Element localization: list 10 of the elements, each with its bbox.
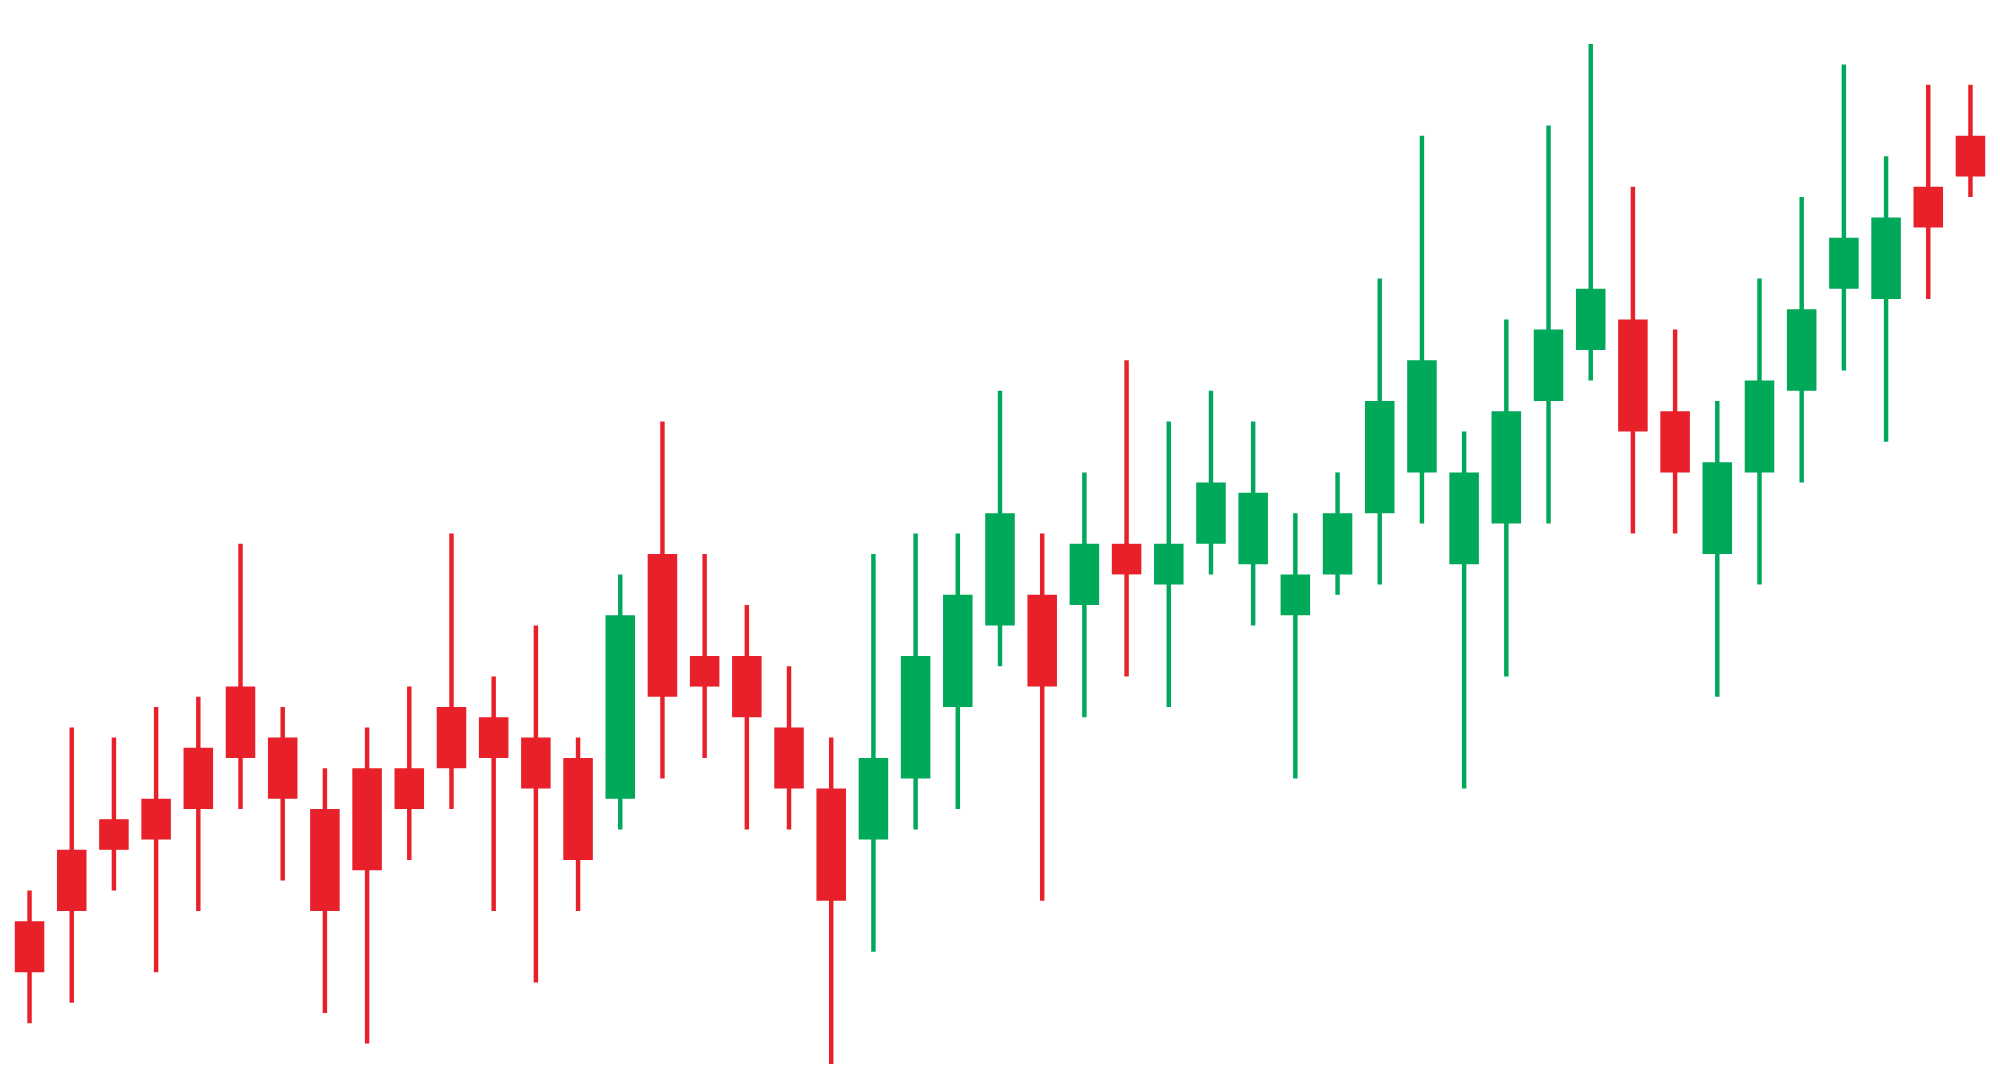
candlestick: [1955, 82, 1986, 200]
candlestick: [1154, 419, 1184, 710]
candlestick: [689, 551, 720, 761]
candlestick: [1111, 357, 1142, 679]
candlestick: [1280, 510, 1311, 781]
candlestick: [141, 704, 171, 975]
candlestick: [478, 674, 509, 914]
candlestick: [99, 735, 129, 893]
candlestick: [1913, 82, 1944, 302]
candlestick: [394, 684, 425, 863]
